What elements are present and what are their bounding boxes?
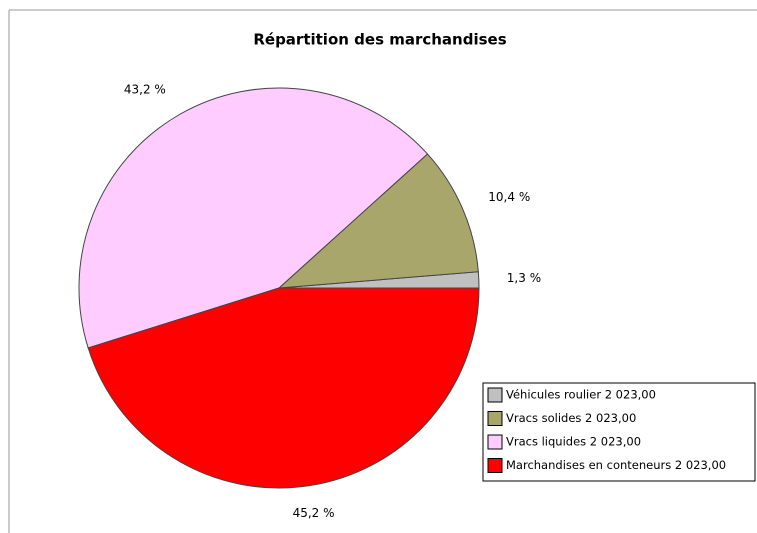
legend-swatch: [487, 387, 503, 403]
pie-slice: [78, 87, 429, 349]
legend-label: Véhicules roulier 2 023,00: [506, 388, 656, 402]
slice-label: 10,4 %: [488, 190, 530, 204]
legend-label: Vracs solides 2 023,00: [506, 411, 636, 425]
slice-label: 43,2 %: [124, 83, 166, 97]
pie-slice: [87, 287, 480, 489]
slice-label: 45,2 %: [293, 506, 335, 520]
legend-swatch: [487, 411, 503, 426]
legend-label: Marchandises en conteneurs 2 023,00: [506, 458, 726, 472]
legend-swatch: [487, 434, 503, 450]
legend-box: [482, 382, 756, 482]
chart-title: Répartition des marchandises: [253, 31, 506, 49]
slice-label: 1,3 %: [507, 271, 541, 285]
legend-label: Vracs liquides 2 023,00: [506, 435, 641, 449]
pie-slice: [277, 153, 479, 289]
legend-swatch: [487, 458, 503, 473]
